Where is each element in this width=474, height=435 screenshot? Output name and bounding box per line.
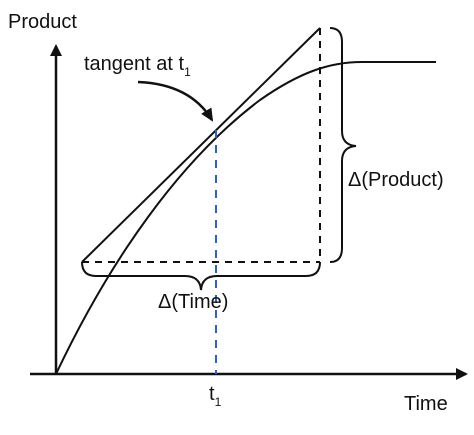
tangent-label-subscript: 1 <box>184 65 191 79</box>
t1-text: t <box>209 383 215 405</box>
tangent-pointer-arrow <box>137 80 214 122</box>
delta-time-brace <box>81 261 321 291</box>
tangent-line <box>81 27 321 263</box>
x-axis-label: Time <box>404 393 448 415</box>
delta-product-label: Δ(Product) <box>348 169 444 191</box>
delta-product-brace <box>329 27 357 263</box>
tangent-label-text: tangent at t <box>84 53 185 75</box>
delta-time-label: Δ(Time) <box>158 291 228 313</box>
product-curve <box>55 61 436 375</box>
t1-tick-label: t1 <box>209 383 222 409</box>
y-axis-label: Product <box>8 11 77 33</box>
tangent-label: tangent at t1 <box>84 53 191 79</box>
t1-subscript: 1 <box>215 395 222 409</box>
